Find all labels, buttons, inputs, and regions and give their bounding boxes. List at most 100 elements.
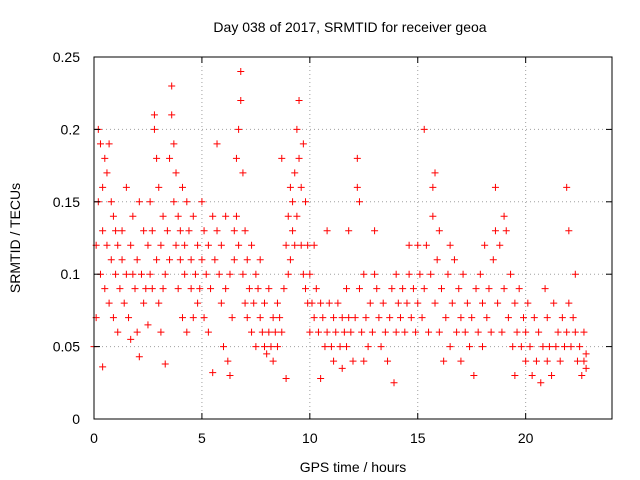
data-point (241, 227, 249, 235)
data-point (334, 299, 342, 307)
data-point (509, 343, 517, 351)
data-point (189, 314, 197, 322)
data-point (265, 328, 273, 336)
data-point (364, 343, 372, 351)
data-point (323, 328, 331, 336)
data-point (338, 364, 346, 372)
data-point (215, 270, 223, 278)
data-point (146, 270, 154, 278)
data-point (561, 343, 569, 351)
data-point (273, 299, 281, 307)
data-point (569, 314, 577, 322)
y-tick-label: 0 (72, 411, 80, 427)
data-point (414, 241, 422, 249)
data-point (541, 285, 549, 293)
data-point (153, 256, 161, 264)
data-point (409, 285, 417, 293)
data-point (558, 314, 566, 322)
data-point (142, 285, 150, 293)
data-point (161, 360, 169, 368)
data-point (336, 343, 344, 351)
data-point (474, 328, 482, 336)
data-point (325, 299, 333, 307)
data-point (99, 227, 107, 235)
data-point (237, 67, 245, 75)
data-point (455, 285, 463, 293)
x-axis-title: GPS time / hours (300, 459, 407, 475)
data-point (360, 357, 368, 365)
data-point (183, 328, 191, 336)
data-point (308, 299, 316, 307)
data-point (286, 183, 294, 191)
data-point (345, 227, 353, 235)
data-point (345, 314, 353, 322)
data-point (245, 285, 253, 293)
data-point (444, 270, 452, 278)
data-point (289, 198, 297, 206)
data-point (213, 140, 221, 148)
data-point (254, 285, 262, 293)
chart-title: Day 038 of 2017, SRMTID for receiver geo… (213, 19, 486, 35)
data-point (481, 241, 489, 249)
data-point (129, 212, 137, 220)
data-point (252, 270, 260, 278)
data-point (293, 212, 301, 220)
data-point (522, 357, 530, 365)
data-point (429, 212, 437, 220)
data-point (243, 314, 251, 322)
data-point (109, 314, 117, 322)
plot-frame (93, 56, 613, 420)
data-point (239, 270, 247, 278)
data-point (222, 212, 230, 220)
data-point (194, 299, 202, 307)
data-point (265, 285, 273, 293)
data-point (101, 154, 109, 162)
data-point (258, 328, 266, 336)
x-tick-label: 5 (198, 430, 206, 446)
data-point (209, 212, 217, 220)
data-point (220, 343, 227, 351)
data-point (135, 353, 143, 361)
data-point (204, 328, 212, 336)
data-point (571, 270, 579, 278)
data-point (576, 343, 584, 351)
data-point (502, 227, 510, 235)
data-point (420, 125, 428, 133)
data-point (405, 270, 413, 278)
data-point (161, 270, 169, 278)
data-point (159, 212, 167, 220)
data-point (304, 241, 312, 249)
data-point (489, 256, 497, 264)
data-point (166, 256, 174, 264)
data-point (222, 285, 230, 293)
data-point (360, 270, 368, 278)
data-point (323, 227, 331, 235)
axis-ticks: 0 0.05 0.1 0.15 0.2 0.25 0 5 10 15 20 (53, 49, 612, 446)
data-point (230, 227, 238, 235)
data-point (526, 343, 534, 351)
data-point (310, 241, 318, 249)
data-point (232, 154, 240, 162)
data-point (237, 96, 245, 104)
data-point (170, 198, 178, 206)
data-point (476, 270, 484, 278)
data-point (457, 357, 465, 365)
data-point (232, 212, 240, 220)
data-point (172, 241, 180, 249)
y-tick-label: 0.2 (61, 121, 81, 137)
data-point (394, 299, 402, 307)
data-point (353, 154, 361, 162)
data-point (461, 328, 469, 336)
data-point (310, 314, 318, 322)
data-point (351, 314, 359, 322)
data-point (535, 328, 543, 336)
data-point (371, 227, 379, 235)
data-point (392, 328, 400, 336)
data-point (140, 299, 148, 307)
data-point (390, 379, 398, 387)
data-point (185, 227, 193, 235)
data-point (377, 343, 385, 351)
data-point (198, 198, 206, 206)
data-point (362, 314, 370, 322)
data-point (472, 285, 480, 293)
